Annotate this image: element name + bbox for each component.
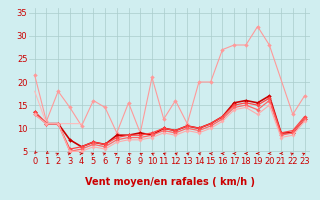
X-axis label: Vent moyen/en rafales ( km/h ): Vent moyen/en rafales ( km/h ): [84, 177, 255, 187]
